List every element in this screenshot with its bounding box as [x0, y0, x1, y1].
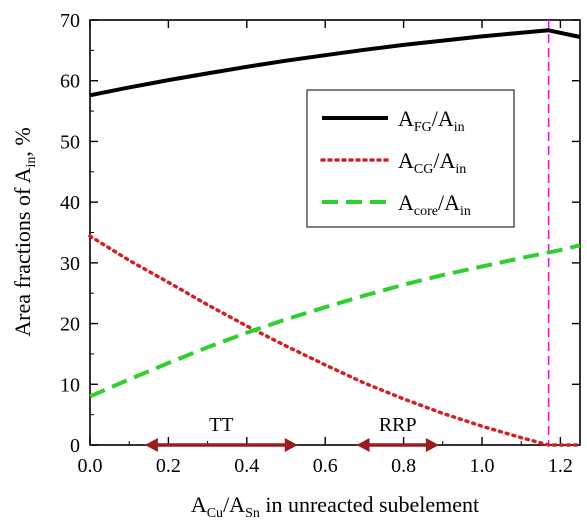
- legend-label-sub2: in: [454, 120, 465, 135]
- range-arrow-head-left: [144, 438, 158, 452]
- x-axis-label-base: A: [191, 492, 207, 517]
- y-tick-label: 60: [60, 71, 80, 93]
- x-tick-label: 1.2: [548, 455, 573, 477]
- range-arrow-head-right: [425, 438, 439, 452]
- y-tick-label: 70: [60, 10, 80, 32]
- legend-label-sub1: core: [414, 204, 438, 219]
- y-axis-label-base: Area fractions of A: [10, 167, 35, 336]
- legend-label-sub2: in: [455, 162, 466, 177]
- legend-label-base: A: [398, 148, 414, 173]
- legend-label-2: Acore/Ain: [398, 190, 471, 219]
- x-tick-label: 0.2: [156, 455, 181, 477]
- y-axis-label-sub: in: [24, 157, 39, 168]
- range-arrow-head-left: [356, 438, 370, 452]
- range-label: RRP: [379, 414, 417, 436]
- legend-label-slash: /A: [438, 190, 460, 215]
- series-line-1: [88, 234, 582, 447]
- x-axis-label-rest: in unreacted subelement: [260, 492, 479, 517]
- range-layer: TT RRP: [144, 414, 439, 452]
- y-tick-label: 50: [60, 131, 80, 153]
- x-axis-label-sub1: Cu: [207, 506, 223, 521]
- legend-label-sub2: in: [460, 204, 471, 219]
- x-tick-label: 0.4: [234, 455, 259, 477]
- legend-label-slash: /A: [432, 106, 454, 131]
- x-tick-label: 1.0: [470, 455, 495, 477]
- legend-label-1: ACG/Ain: [398, 148, 466, 177]
- legend-label-base: A: [398, 106, 414, 131]
- range-arrow-0: TT: [144, 414, 298, 452]
- y-axis-label: Area fractions of Ain, %: [10, 127, 39, 336]
- y-tick-label: 40: [60, 192, 80, 214]
- y-axis-label-rest: , %: [10, 127, 35, 156]
- range-arrow-1: RRP: [356, 414, 439, 452]
- x-axis-label-slash: /A: [223, 492, 245, 517]
- legend-label-0: AFG/Ain: [398, 106, 465, 135]
- series-line-0: [89, 28, 581, 98]
- y-tick-label: 20: [60, 314, 80, 336]
- x-tick-label: 0.0: [78, 455, 103, 477]
- x-axis-label-sub2: Sn: [245, 506, 260, 521]
- plot-frame: [89, 19, 581, 446]
- x-axis-label: ACu/ASn in unreacted subelement: [191, 492, 479, 521]
- legend-label-slash: /A: [433, 148, 455, 173]
- x-tick-label: 0.8: [391, 455, 416, 477]
- y-tick-label: 0: [70, 435, 80, 457]
- series-line-2: [89, 243, 581, 399]
- legend-label-base: A: [398, 190, 414, 215]
- range-label: TT: [209, 414, 233, 436]
- legend-label-sub1: FG: [414, 120, 432, 135]
- axis-ticks: 0.0 0.2 0.4 0.6 0.8 1.0 1.2 0 10 20 30 40 50 60 70: [60, 10, 580, 477]
- y-tick-label: 10: [60, 374, 80, 396]
- range-arrow-head-right: [284, 438, 298, 452]
- legend-label-sub1: CG: [414, 162, 433, 177]
- series-layer: [88, 28, 582, 447]
- legend-box: [306, 89, 515, 228]
- x-tick-label: 0.6: [313, 455, 338, 477]
- y-tick-label: 30: [60, 253, 80, 275]
